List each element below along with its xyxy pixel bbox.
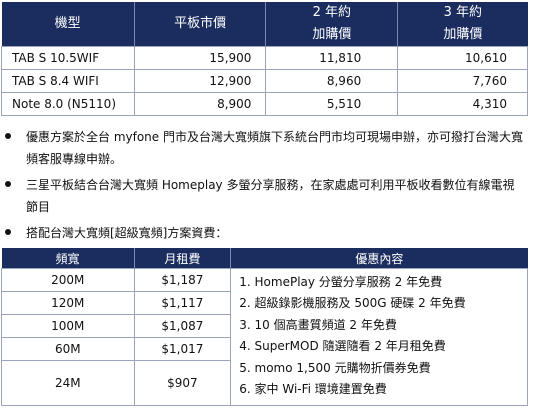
header-2yr: 2 年約 加購價 bbox=[265, 2, 399, 47]
benefit-item: 3. 10 個高畫質頻道 2 年免費 bbox=[239, 317, 397, 332]
bandwidth-cell: 100M bbox=[1, 314, 135, 338]
price-table-header: 機型 平板市價 2 年約 加購價 3 年約 加購價 bbox=[1, 2, 528, 47]
header-2yr-line1: 2 年約 bbox=[312, 5, 352, 20]
bandwidth-cell: 120M bbox=[1, 291, 135, 315]
bullet-item: 三星平板結合台灣大寬頻 Homeplay 多螢分享服務，在家處處可利用平板收看數… bbox=[0, 174, 534, 218]
price-table: 機型 平板市價 2 年約 加購價 3 年約 加購價 TAB S 10.5WIF … bbox=[1, 2, 528, 116]
bandwidth-cell: 200M bbox=[1, 268, 135, 292]
bullet-item: 搭配台灣大寬頻[超級寬頻]方案資費： bbox=[0, 222, 534, 244]
y3-cell: 10,610 bbox=[397, 46, 528, 70]
model-cell: TAB S 10.5WIF bbox=[1, 46, 135, 70]
table-row: TAB S 8.4 WIFI 12,900 8,960 7,760 bbox=[1, 69, 528, 93]
header-model: 機型 bbox=[1, 2, 135, 47]
model-cell: Note 8.0 (N5110) bbox=[1, 92, 135, 116]
table-row: 120M $1,117 bbox=[1, 291, 528, 315]
bullet-icon bbox=[5, 181, 11, 187]
table-row: 60M $1,017 bbox=[1, 337, 528, 361]
header-3yr: 3 年約 加購價 bbox=[397, 2, 528, 47]
benefit-item: 5. momo 1,500 元購物折價券免費 bbox=[239, 360, 431, 375]
table-row: 200M $1,187 1. HomePlay 分螢分享服務 2 年免費 2. … bbox=[1, 268, 528, 406]
y3-cell: 4,310 bbox=[397, 92, 528, 116]
bandwidth-cell: 60M bbox=[1, 337, 135, 361]
benefit-item: 4. SuperMOD 隨選隨看 2 年月租免費 bbox=[239, 339, 446, 354]
table-row: TAB S 10.5WIF 15,900 11,810 10,610 bbox=[1, 46, 528, 70]
table-row: 24M $907 bbox=[1, 360, 528, 406]
benefits-cell: 1. HomePlay 分螢分享服務 2 年免費 2. 超級錄影機服務及 500… bbox=[230, 268, 528, 406]
header-price: 平板市價 bbox=[134, 2, 267, 47]
bullet-text: 三星平板結合台灣大寬頻 Homeplay 多螢分享服務，在家處處可利用平板收看數… bbox=[26, 178, 515, 214]
y3-cell: 7,760 bbox=[397, 69, 528, 93]
header-benefits: 優惠內容 bbox=[230, 248, 528, 269]
header-fee: 月租費 bbox=[134, 248, 232, 269]
price-cell: 12,900 bbox=[133, 69, 267, 93]
fee-cell: $1,117 bbox=[133, 291, 232, 315]
fee-cell: $1,087 bbox=[133, 314, 232, 338]
fee-cell: $1,017 bbox=[133, 337, 232, 361]
y2-cell: 5,510 bbox=[265, 92, 399, 116]
price-cell: 15,900 bbox=[133, 46, 267, 70]
bullet-icon bbox=[5, 229, 11, 235]
y2-cell: 11,810 bbox=[265, 46, 399, 70]
model-cell: TAB S 8.4 WIFI bbox=[1, 69, 135, 93]
price-cell: 8,900 bbox=[133, 92, 267, 116]
bullet-text: 搭配台灣大寬頻[超級寬頻]方案資費： bbox=[26, 226, 228, 240]
bandwidth-cell: 24M bbox=[1, 360, 135, 406]
fee-cell: $907 bbox=[133, 360, 232, 406]
bullet-icon bbox=[5, 133, 11, 139]
header-bandwidth: 頻寬 bbox=[1, 248, 135, 269]
header-3yr-line1: 3 年約 bbox=[443, 5, 483, 20]
table-row: Note 8.0 (N5110) 8,900 5,510 4,310 bbox=[1, 92, 528, 116]
bullet-item: 優惠方案於全台 myfone 門市及台灣大寬頻旗下系統台門市均可現場申辦，亦可撥… bbox=[0, 126, 534, 170]
header-2yr-line2: 加購價 bbox=[312, 27, 352, 42]
fee-cell: $1,187 bbox=[133, 268, 232, 292]
plan-table-header: 頻寬 月租費 優惠內容 bbox=[1, 248, 528, 269]
bullet-text: 優惠方案於全台 myfone 門市及台灣大寬頻旗下系統台門市均可現場申辦，亦可撥… bbox=[26, 130, 523, 166]
y2-cell: 8,960 bbox=[265, 69, 399, 93]
benefit-item: 2. 超級錄影機服務及 500G 硬碟 2 年免費 bbox=[239, 296, 466, 311]
header-price-label: 平板市價 bbox=[174, 16, 227, 31]
bullet-list: 優惠方案於全台 myfone 門市及台灣大寬頻旗下系統台門市均可現場申辦，亦可撥… bbox=[0, 126, 534, 244]
benefit-item: 1. HomePlay 分螢分享服務 2 年免費 bbox=[239, 275, 443, 289]
benefit-item: 6. 家中 Wi-Fi 環境建置免費 bbox=[239, 382, 387, 397]
header-model-label: 機型 bbox=[54, 16, 81, 31]
header-3yr-line2: 加購價 bbox=[443, 27, 483, 42]
plan-table: 頻寬 月租費 優惠內容 200M $1,187 1. HomePlay 分螢分享… bbox=[1, 248, 528, 406]
